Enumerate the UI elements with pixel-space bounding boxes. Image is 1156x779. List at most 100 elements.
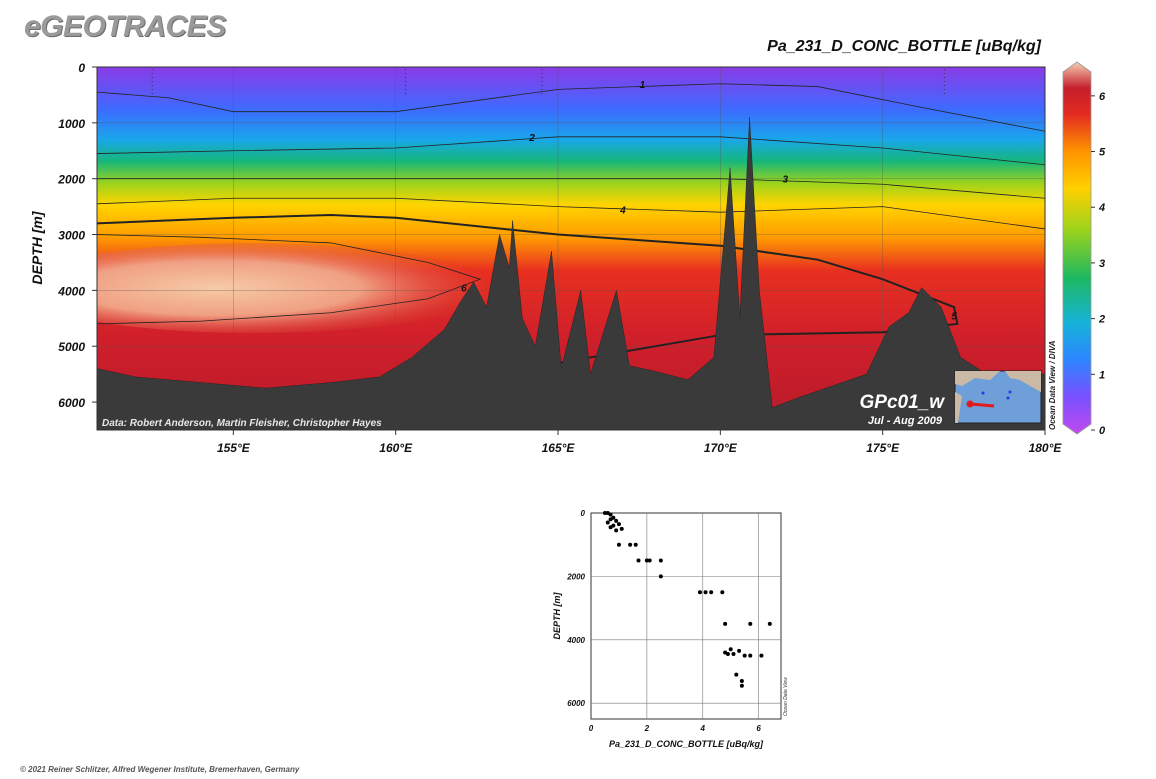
profile-credit: Ocean Data View [783,677,789,716]
profile-concentration-ticks: 0 2 4 6 [589,724,762,733]
profile-y-tick: 4000 [566,636,585,645]
seafloor-bathymetry [97,117,1045,430]
profile-point [725,652,730,657]
profile-point [723,621,728,626]
x-tick-label: 175°E [866,441,900,455]
y-tick-label: 0 [78,61,85,75]
egeotraces-logo: eGEOTRACES [24,10,226,43]
profile-point [636,558,641,563]
x-tick-label: 160°E [379,441,413,455]
cruise-period: Jul - Aug 2009 [868,415,943,427]
profile-points [602,511,772,688]
profile-point [608,525,613,530]
profile-point [616,522,621,527]
profile-point [748,653,753,658]
colorbar-credit: Ocean Data View / DIVA [1048,340,1057,430]
colorbar-tick-label: 6 [1099,91,1106,103]
profile-x-tick: 4 [700,724,706,733]
profile-point [658,574,663,579]
colorbar-tick-label: 5 [1099,147,1106,159]
x-tick-label: 165°E [542,441,576,455]
profile-point [731,652,736,657]
contour-4 [97,197,1045,230]
y-tick-label: 3000 [58,229,85,243]
profile-point [614,518,619,523]
section-title: Pa_231_D_CONC_BOTTLE [uBq/kg] [767,38,1041,55]
profile-point [703,590,708,595]
profile-y-tick: 0 [581,509,586,518]
profile-point [658,558,663,563]
profile-point [728,647,733,652]
profile-point [748,621,753,626]
profile-point [720,590,725,595]
contour-2 [97,136,1045,166]
profile-point [709,590,714,595]
inset-map [954,370,1042,424]
profile-point [742,653,747,658]
data-credit: Data: Robert Anderson, Martin Fleisher, … [102,418,382,429]
profile-y-label: DEPTH [m] [552,591,562,639]
copyright-footer: © 2021 Reiner Schlitzer, Alfred Wegener … [20,765,300,774]
profile-point [734,672,739,677]
contour-label: 1 [640,80,646,91]
x-tick-label: 180°E [1029,441,1063,455]
longitude-axis-ticks: 155°E 160°E 165°E 170°E 175°E 180°E [217,430,1062,455]
profile-point [602,511,607,515]
colorbar-tick-label: 0 [1099,425,1106,437]
profile-point [605,520,610,525]
profile-grid [591,513,781,719]
colorbar-ticks: 0 1 2 3 4 5 6 [1091,91,1106,437]
y-tick-label: 4000 [57,284,85,298]
plot-frame [96,66,1046,431]
contour-label: 4 [619,205,626,216]
contour-label: 6 [461,284,467,295]
profile-point [619,526,624,531]
contour-1 [97,83,1045,132]
profile-point [628,542,633,547]
y-tick-label: 5000 [58,340,85,354]
profile-y-tick: 6000 [567,699,585,708]
colorbar-tick-label: 1 [1099,369,1105,381]
contour-6 [97,234,482,325]
profile-x-tick: 6 [756,724,761,733]
profile-point [608,517,613,522]
profile-point [608,512,613,517]
depth-axis-label: DEPTH [m] [29,210,45,284]
profile-point [767,621,772,626]
cruise-label: GPc01_w [860,392,946,413]
profile-point [759,653,764,658]
x-tick-label: 170°E [704,441,738,455]
contour-3 [97,178,1045,199]
profile-point [739,683,744,688]
contour-label: 2 [528,133,535,144]
profile-point [633,542,638,547]
profile-x-label: Pa_231_D_CONC_BOTTLE [uBq/kg] [609,739,764,749]
profile-scatter-plot: 0 2000 4000 6000 0 2 4 6 DEPTH [m] Pa_231_D_CO… [552,509,789,749]
y-tick-label: 1000 [58,117,85,131]
y-tick-label: 6000 [58,396,85,410]
profile-point [739,678,744,683]
colorbar-tick-label: 3 [1099,258,1105,270]
profile-y-tick: 2000 [566,572,585,581]
contour-label: 3 [782,175,788,186]
profile-point [614,528,619,533]
colorbar-body [1062,61,1092,435]
contour-label: 5 [951,312,957,323]
profile-point [647,558,652,563]
depth-axis-ticks: 0 1000 2000 3000 4000 5000 6000 [57,61,97,410]
profile-point [737,648,742,653]
concentration-maximum-core [97,243,495,333]
colorbar: 0 1 2 3 4 5 6 Ocean Data View / DIVA [1048,61,1106,437]
profile-frame [590,512,782,720]
x-tick-label: 155°E [217,441,251,455]
profile-depth-ticks: 0 2000 4000 6000 [566,509,585,708]
station-markers [151,69,945,97]
profile-point [697,590,702,595]
profile-x-tick: 2 [644,724,650,733]
colorbar-tick-label: 4 [1098,202,1105,214]
y-tick-label: 2000 [57,173,85,187]
colorbar-tick-label: 2 [1098,314,1105,326]
profile-point [644,558,649,563]
profile-x-tick: 0 [589,724,594,733]
